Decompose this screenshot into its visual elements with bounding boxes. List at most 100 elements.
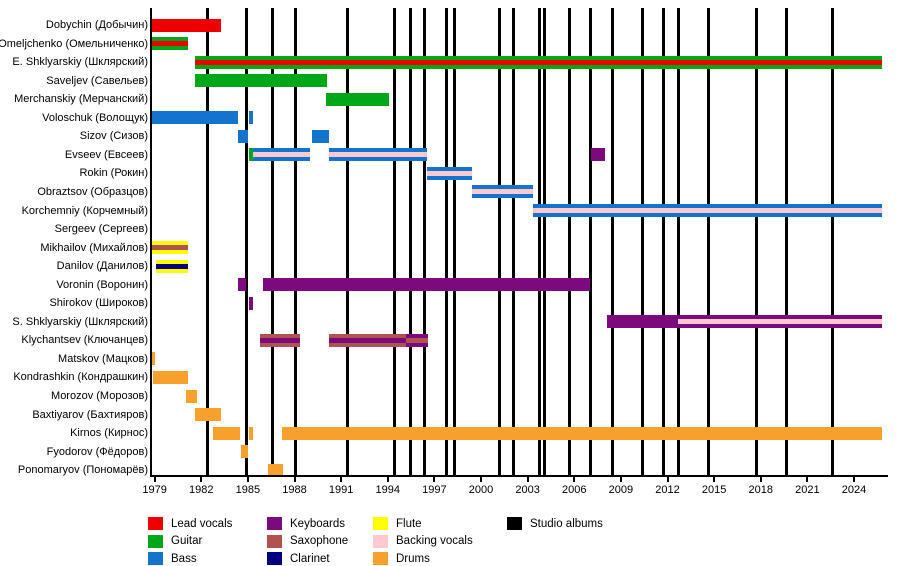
member-label: Fyodorov (Фёдоров) — [46, 445, 148, 458]
bar-stripe-bass — [252, 148, 311, 153]
studio-album-line — [543, 8, 547, 476]
member-label: Sizov (Сизов) — [79, 130, 148, 143]
legend-label: Clarinet — [290, 552, 330, 565]
timeline-bar — [249, 426, 254, 440]
member-label: Saveljev (Савельев) — [46, 74, 148, 87]
legend-swatch-lead_vocals — [148, 517, 163, 530]
bar-stripe-drums — [212, 426, 241, 440]
bar-stripe-bass — [427, 175, 472, 180]
x-tick — [340, 477, 343, 482]
legend-label: Lead vocals — [171, 517, 233, 530]
studio-album-line — [423, 8, 427, 476]
bar-stripe-lead_vocals — [150, 18, 222, 32]
bar-stripe-saxophone — [328, 342, 407, 347]
member-label: Sergeev (Сергеев) — [54, 223, 148, 236]
timeline-bar — [150, 37, 189, 51]
studio-album-line — [568, 8, 572, 476]
bar-stripe-drums — [195, 408, 222, 422]
bar-stripe-bass — [252, 157, 311, 162]
x-tick — [153, 477, 156, 482]
x-tick-label: 2018 — [748, 484, 774, 496]
legend-label: Keyboards — [290, 517, 345, 530]
legend-swatch-backing_vocals — [373, 534, 388, 548]
bar-stripe-drums — [150, 352, 155, 366]
timeline-bar — [240, 445, 248, 459]
bar-stripe-clarinet — [156, 263, 189, 269]
legend-swatch-keyboards — [267, 517, 282, 530]
legend-swatch-bass — [148, 552, 163, 565]
bar-stripe-drums — [249, 426, 254, 440]
bar-stripe-bass — [471, 185, 534, 190]
legend-label: Bass — [171, 552, 197, 565]
member-label: Evseev (Евсеев) — [64, 148, 148, 161]
x-tick-label: 1979 — [142, 484, 167, 496]
x-tick-label: 1988 — [282, 484, 307, 496]
bar-stripe-bass — [311, 129, 329, 143]
legend-swatch-clarinet — [267, 552, 282, 565]
member-label: Voronin (Воронин) — [56, 278, 148, 291]
member-label: Korchemniy (Корчемный) — [21, 204, 148, 217]
studio-album-line — [511, 8, 515, 476]
legend-item-clarinet: Clarinet — [267, 552, 330, 565]
bar-stripe-bass — [427, 166, 472, 171]
timeline-bar — [195, 55, 882, 69]
bar-stripe-saxophone — [150, 245, 189, 251]
studio-album-line — [538, 8, 542, 476]
timeline-bar — [150, 352, 155, 366]
legend-label: Studio albums — [530, 517, 603, 530]
member-label: Klychantsev (Ключанцев) — [21, 334, 148, 347]
timeline-bar — [237, 129, 248, 143]
member-label: Merchanskiy (Мерчанский) — [14, 93, 148, 106]
bar-stripe-guitar — [150, 37, 189, 42]
bar-stripe-lead_vocals — [195, 59, 882, 65]
member-label: Danilov (Данилов) — [56, 260, 148, 273]
bar-stripe-backing_vocals — [328, 152, 428, 158]
timeline-bar — [237, 278, 246, 292]
timeline-bar — [328, 148, 428, 162]
member-label: S. Shklyarskiy (Шклярский) — [12, 315, 148, 328]
x-tick-label: 1982 — [189, 484, 214, 496]
timeline-bar — [150, 241, 189, 255]
bar-stripe-guitar — [150, 46, 189, 51]
member-label: Shirokov (Широков) — [49, 297, 148, 310]
studio-album-line — [270, 8, 274, 476]
member-label: Baxtiyarov (Бахтияров) — [32, 408, 148, 421]
legend-item-bass: Bass — [148, 552, 197, 565]
x-tick-label: 2021 — [795, 484, 820, 496]
bar-stripe-backing_vocals — [427, 170, 472, 176]
x-tick — [806, 477, 809, 482]
timeline-bar — [153, 370, 189, 384]
legend-item-studio_albums: Studio albums — [507, 517, 603, 530]
member-label: Obraztsov (Образцов) — [37, 185, 148, 198]
x-tick — [386, 477, 389, 482]
member-label: Ponomaryov (Пономарёв) — [17, 464, 148, 477]
member-label: Morozov (Морозов) — [51, 390, 148, 402]
bar-stripe-guitar — [248, 148, 253, 162]
studio-album-line — [831, 8, 835, 476]
studio-album-line — [662, 8, 666, 476]
legend-swatch-drums — [373, 552, 388, 565]
bar-stripe-bass — [533, 213, 882, 217]
bar-stripe-guitar — [195, 64, 882, 69]
bar-stripe-bass — [150, 111, 238, 125]
x-tick — [433, 477, 436, 482]
timeline-bar — [150, 111, 238, 125]
bar-stripe-bass — [237, 129, 248, 143]
timeline-bar — [150, 18, 222, 32]
timeline-bar — [406, 333, 429, 347]
x-tick-label: 2009 — [608, 484, 634, 496]
bar-stripe-guitar — [195, 55, 882, 60]
bar-stripe-keyboards — [328, 337, 407, 343]
bar-stripe-drums — [185, 389, 198, 403]
y-axis-line — [150, 8, 152, 476]
timeline-bar — [591, 148, 606, 162]
bar-stripe-backing_vocals — [252, 152, 311, 158]
legend-item-keyboards: Keyboards — [267, 517, 345, 530]
timeline-bar — [260, 333, 300, 347]
x-tick-label: 1991 — [328, 484, 354, 496]
bar-stripe-keyboards — [237, 278, 246, 292]
studio-album-line — [611, 8, 615, 476]
legend-label: Flute — [396, 517, 422, 530]
bar-stripe-keyboards — [260, 337, 300, 343]
x-tick-label: 2000 — [468, 484, 494, 496]
